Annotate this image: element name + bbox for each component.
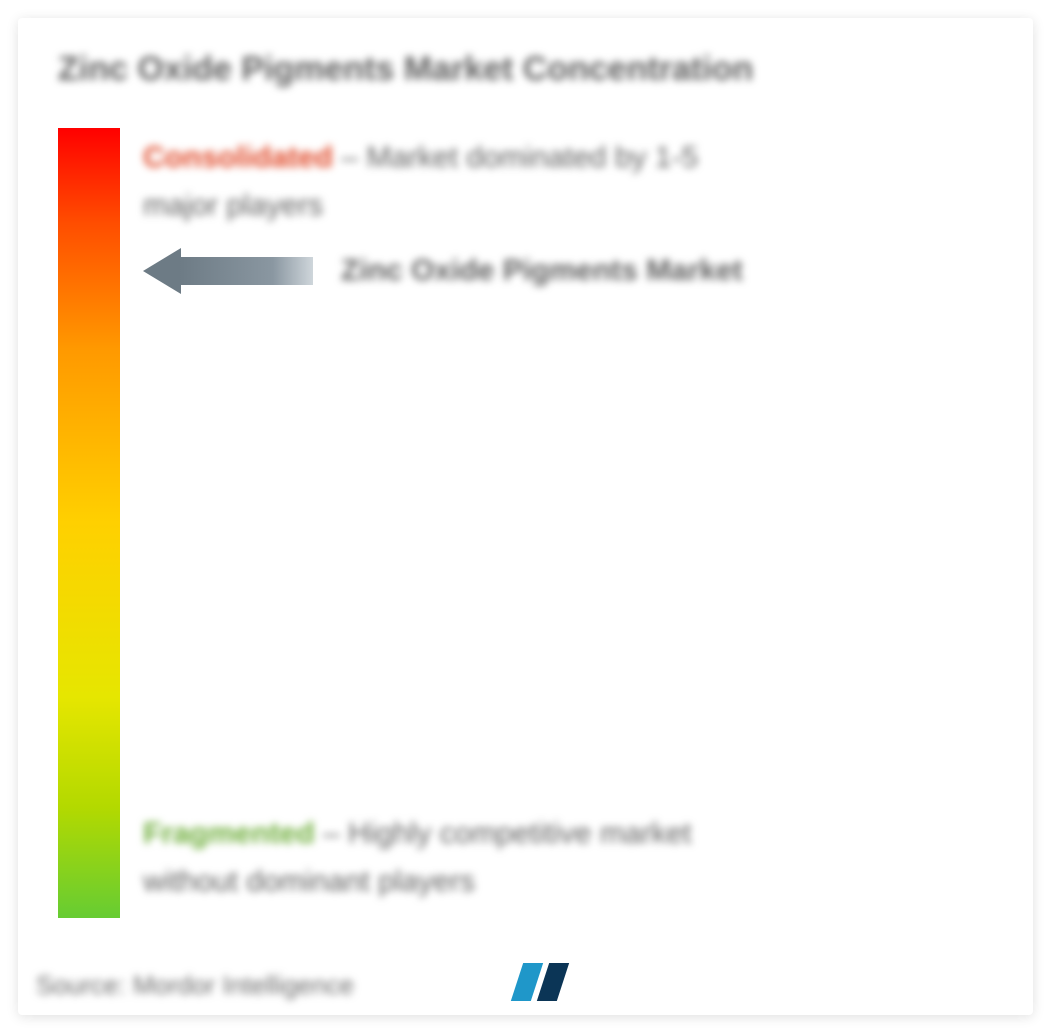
fragmented-highlight: Fragmented xyxy=(143,817,315,850)
arrow-left-icon xyxy=(143,248,313,294)
mordor-logo-icon xyxy=(517,961,563,1001)
market-position-marker: Zinc Oxide Pigments Market xyxy=(143,248,743,294)
consolidated-line-1: Consolidated – Market dominated by 1-5 xyxy=(143,134,923,182)
consolidated-line-2: major players xyxy=(143,182,923,230)
chart-title: Zinc Oxide Pigments Market Concentration xyxy=(58,50,753,89)
logo-bar-2-icon xyxy=(537,963,569,1001)
fragmented-label-block: Fragmented – Highly competitive market w… xyxy=(143,810,923,906)
info-card: Zinc Oxide Pigments Market Concentration… xyxy=(18,18,1033,1015)
concentration-gradient-bar xyxy=(58,128,120,918)
arrow-body-icon xyxy=(179,257,313,285)
consolidated-rest: – Market dominated by 1-5 xyxy=(333,141,698,174)
consolidated-label-block: Consolidated – Market dominated by 1-5 m… xyxy=(143,134,923,230)
market-name-label: Zinc Oxide Pigments Market xyxy=(341,254,743,288)
fragmented-rest: – Highly competitive market xyxy=(315,817,692,850)
fragmented-line-1: Fragmented – Highly competitive market xyxy=(143,810,923,858)
consolidated-highlight: Consolidated xyxy=(143,141,333,174)
source-attribution: Source: Mordor Intelligence xyxy=(36,970,354,1001)
fragmented-line-2: without dominant players xyxy=(143,858,923,906)
arrow-head-icon xyxy=(143,248,181,294)
